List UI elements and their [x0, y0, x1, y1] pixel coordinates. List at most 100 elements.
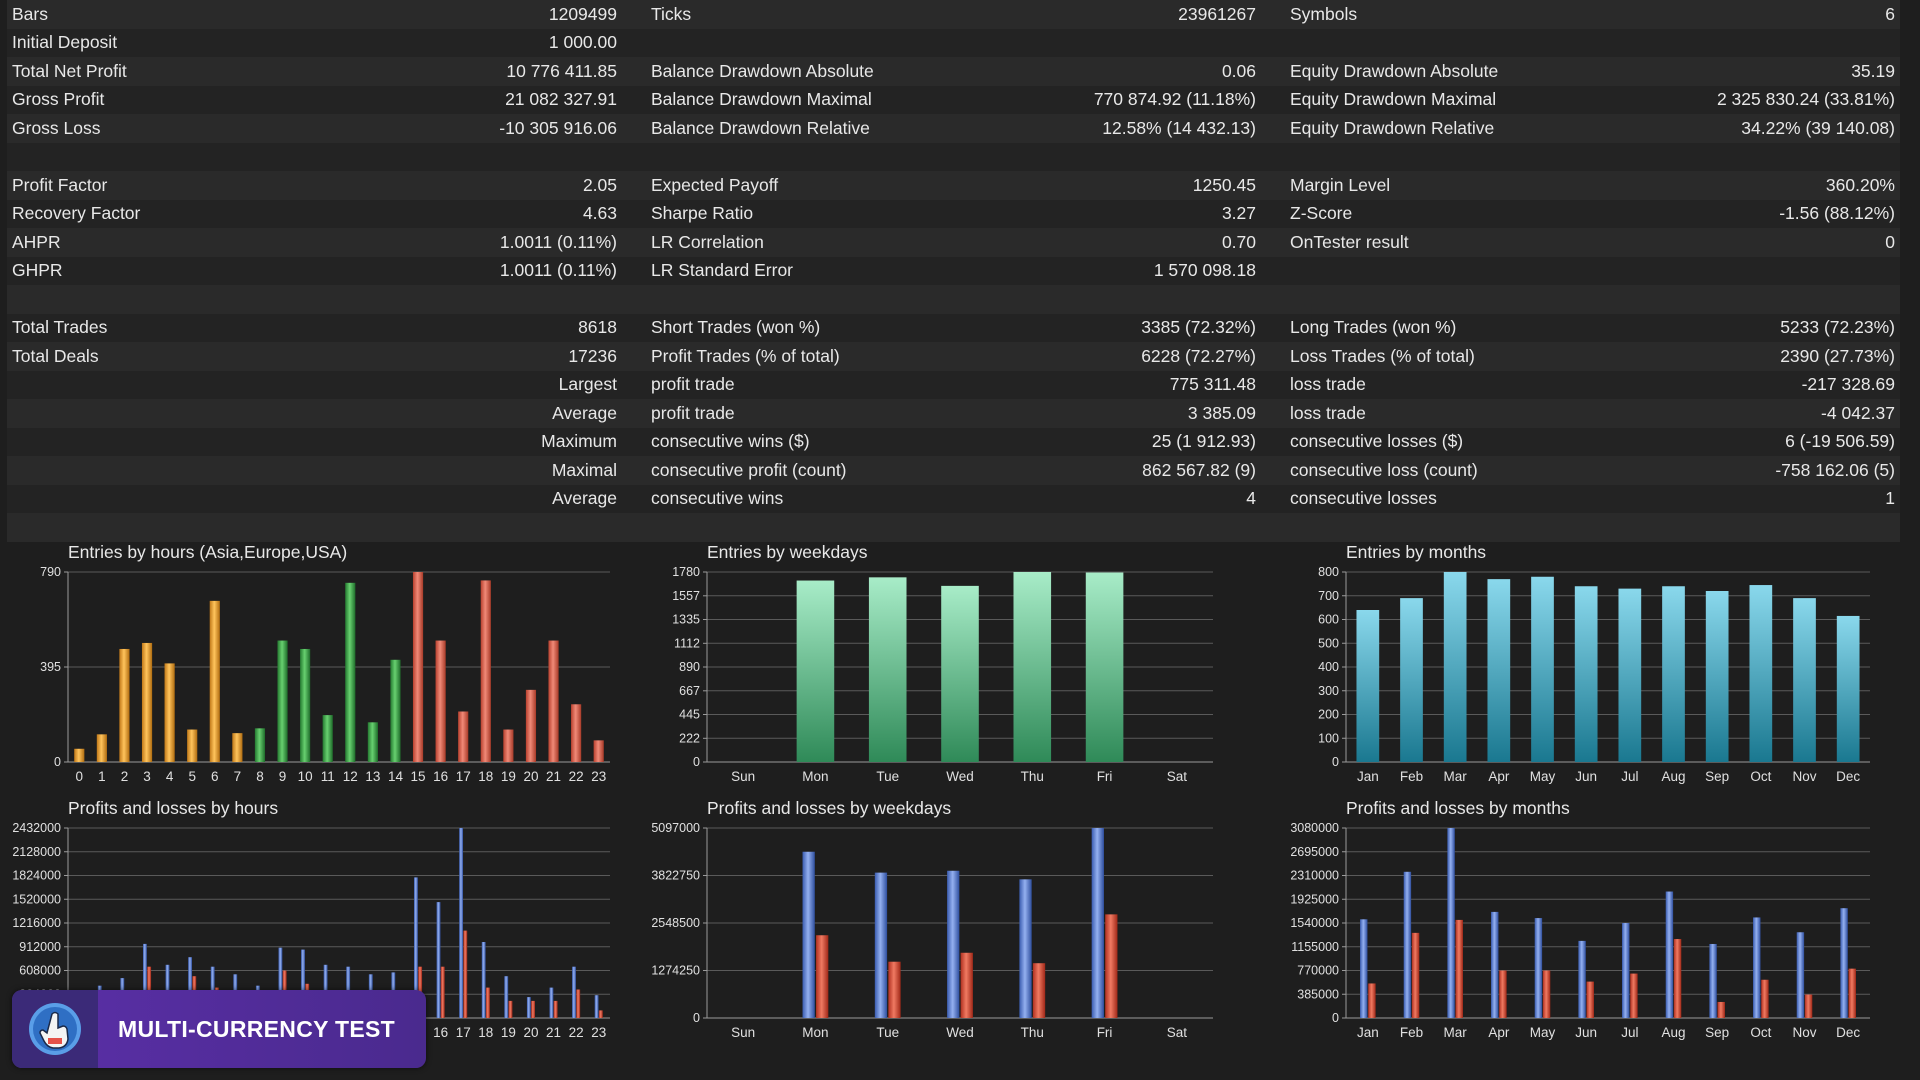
stat-value: 0.70	[1221, 231, 1256, 252]
stat-value: 6228 (72.27%)	[1141, 345, 1256, 366]
stat-value: 35.19	[1851, 60, 1895, 81]
stats-row: Total Trades 8618 Short Trades (won %) 3385…	[7, 313, 1900, 342]
profit-bar	[549, 987, 554, 1018]
chart-month-pl: Profits and losses by months 0 385000 77000…	[1290, 798, 1870, 1040]
entry-bar	[1531, 576, 1554, 762]
y-tick-label: 790	[40, 565, 61, 579]
stat-label: Profit Factor	[12, 174, 108, 195]
stat-value: Largest	[558, 374, 617, 395]
stat-label: Bars	[12, 3, 48, 24]
x-tick-label: 2	[121, 769, 129, 784]
stat-label: consecutive wins ($)	[651, 431, 810, 452]
profit-bar	[947, 870, 960, 1018]
stat-value: 4.63	[582, 203, 617, 224]
stat-value: 10 776 411.85	[506, 60, 617, 81]
profit-bar	[481, 942, 486, 1018]
stat-value: 0.06	[1221, 60, 1256, 81]
profit-bar	[1447, 828, 1455, 1018]
entry-bar	[1618, 588, 1642, 762]
stat-value: 1	[1885, 488, 1895, 509]
stat-value: 12.58% (14 432.13)	[1102, 117, 1256, 138]
profit-bar	[1578, 940, 1586, 1018]
stats-row: Maximal consecutive profit (count) 862 567…	[7, 456, 1900, 485]
y-tick-label: 1925000	[1290, 892, 1339, 906]
stat-value: Maximal	[551, 459, 617, 480]
profit-bar	[436, 902, 441, 1018]
loss-bar	[1411, 932, 1420, 1018]
entry-bar	[548, 640, 559, 762]
y-tick-label: 3822750	[651, 869, 700, 883]
entry-bar	[1400, 598, 1423, 762]
stat-label: Total Net Profit	[12, 60, 127, 81]
profit-bar	[526, 997, 531, 1018]
x-tick-label: Tue	[876, 769, 899, 784]
x-tick-label: Jan	[1357, 769, 1379, 784]
stat-value: -4 042.37	[1821, 402, 1895, 423]
stat-label: LR Standard Error	[651, 260, 794, 281]
profit-bar	[1534, 918, 1543, 1018]
x-tick-label: 13	[365, 769, 380, 784]
stat-label: consecutive loss (count)	[1290, 459, 1478, 480]
stats-row	[7, 285, 1900, 314]
stat-label: Total Deals	[12, 345, 99, 366]
stat-value: 6	[1885, 3, 1895, 24]
loss-bar	[1455, 919, 1463, 1018]
y-tick-label: 1335	[672, 613, 700, 627]
entry-bar	[435, 640, 446, 762]
profit-bar	[301, 949, 305, 1018]
stat-label: Loss Trades (% of total)	[1290, 345, 1475, 366]
profit-bar	[459, 828, 464, 1018]
stat-label: OnTester result	[1290, 231, 1409, 252]
stat-label: Recovery Factor	[12, 203, 141, 224]
y-tick-label: 5097000	[651, 821, 700, 835]
entry-bar	[868, 577, 907, 762]
stat-value: 2390 (27.73%)	[1780, 345, 1895, 366]
loss-bar	[1586, 981, 1594, 1018]
entry-bar	[1749, 585, 1773, 762]
y-tick-label: 1216000	[12, 916, 61, 930]
x-tick-label: 14	[388, 769, 404, 784]
loss-bar	[1761, 979, 1769, 1018]
entry-bar	[300, 648, 311, 762]
stat-value: 3.27	[1221, 203, 1256, 224]
x-tick-label: Sat	[1167, 769, 1188, 784]
stat-value: 8618	[578, 317, 617, 338]
x-tick-label: Nov	[1792, 769, 1816, 784]
stat-value: Average	[552, 402, 617, 423]
y-tick-label: 0	[693, 755, 700, 769]
stats-row: Average consecutive wins 4 consecutive loss…	[7, 484, 1900, 513]
entry-bar	[503, 729, 514, 762]
stat-value: Maximum	[541, 431, 617, 452]
stats-row: Total Deals 17236 Profit Trades (% of tota…	[7, 342, 1900, 371]
x-tick-label: Wed	[946, 769, 974, 784]
stats-row: Largest profit trade 775 311.48 loss trade -…	[7, 370, 1900, 399]
y-tick-label: 770000	[1297, 964, 1339, 978]
profit-bar	[1665, 891, 1674, 1018]
y-tick-label: 2310000	[1290, 869, 1339, 883]
multi-currency-test-badge: MULTI-CURRENCY TEST	[12, 990, 426, 1068]
x-tick-label: Aug	[1661, 769, 1685, 784]
stat-label: consecutive wins	[651, 488, 784, 509]
x-tick-label: 1	[98, 769, 106, 784]
x-tick-label: 8	[256, 769, 264, 784]
x-tick-label: Sep	[1705, 769, 1729, 784]
x-tick-label: 5	[188, 769, 196, 784]
profit-bar	[143, 943, 147, 1018]
profit-bar	[1796, 932, 1805, 1018]
entry-bar	[1836, 615, 1860, 762]
stat-label: Balance Drawdown Relative	[651, 117, 870, 138]
stat-label: Z-Score	[1290, 203, 1353, 224]
x-tick-label: Sun	[731, 769, 755, 784]
x-tick-label: Sep	[1705, 1025, 1729, 1040]
chart-title: Profits and losses by months	[1346, 798, 1570, 818]
x-tick-label: Jun	[1575, 769, 1597, 784]
entry-bar	[119, 648, 130, 762]
x-tick-label: Mon	[802, 1025, 828, 1040]
x-tick-label: 4	[166, 769, 174, 784]
stat-label: Symbols	[1290, 3, 1358, 24]
y-tick-label: 800	[1318, 565, 1339, 579]
profit-bar	[572, 966, 576, 1018]
chart-weekday-pl: Profits and losses by weekdays 0 1274250 25…	[651, 798, 1213, 1040]
profit-bar	[1360, 919, 1368, 1018]
loss-bar	[816, 935, 829, 1018]
